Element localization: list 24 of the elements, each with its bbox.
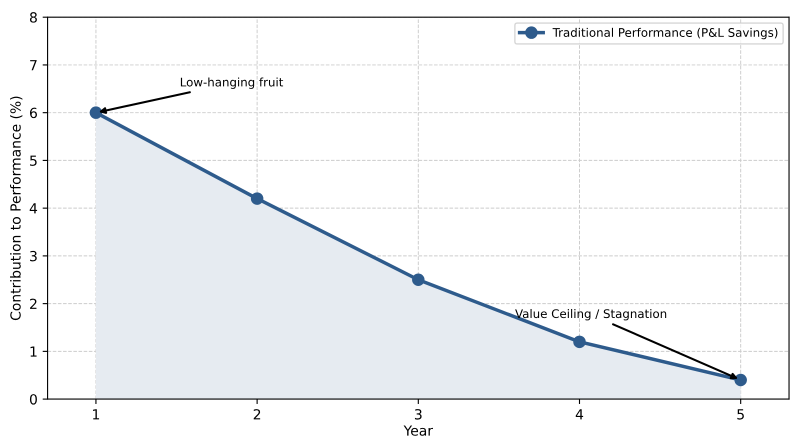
y-tick-label: 5 [30,156,37,166]
point [573,336,586,348]
y-tick-label: 8 [30,12,37,23]
point [90,106,102,119]
y-tick-label: 3 [30,250,37,262]
y-axis-title: Contribution to Performance (%) [10,96,22,320]
legend-label: Traditional Performance (P&L Savings) [552,28,778,40]
y-tick-label: 7 [30,60,37,70]
point [734,374,747,386]
point [250,192,264,205]
y-tick-label: 4 [30,203,38,214]
x-tick-label: 5 [737,409,744,420]
annotation: Value Ceiling / Stagnation [515,308,666,320]
x-axis-title: Year [404,425,434,436]
y-tick-label: 6 [30,108,37,118]
y-tick-label: 1 [30,346,37,357]
x-tick-label: 2 [254,409,260,420]
x-tick-label: 1 [93,409,100,420]
y-tick-label: 2 [30,298,36,309]
x-tick-label: 3 [414,409,422,420]
point [412,274,425,286]
x-tick-label: 4 [576,409,584,420]
annotation: Low-hanging fruit [180,77,284,89]
y-tick-label: 0 [30,394,37,405]
